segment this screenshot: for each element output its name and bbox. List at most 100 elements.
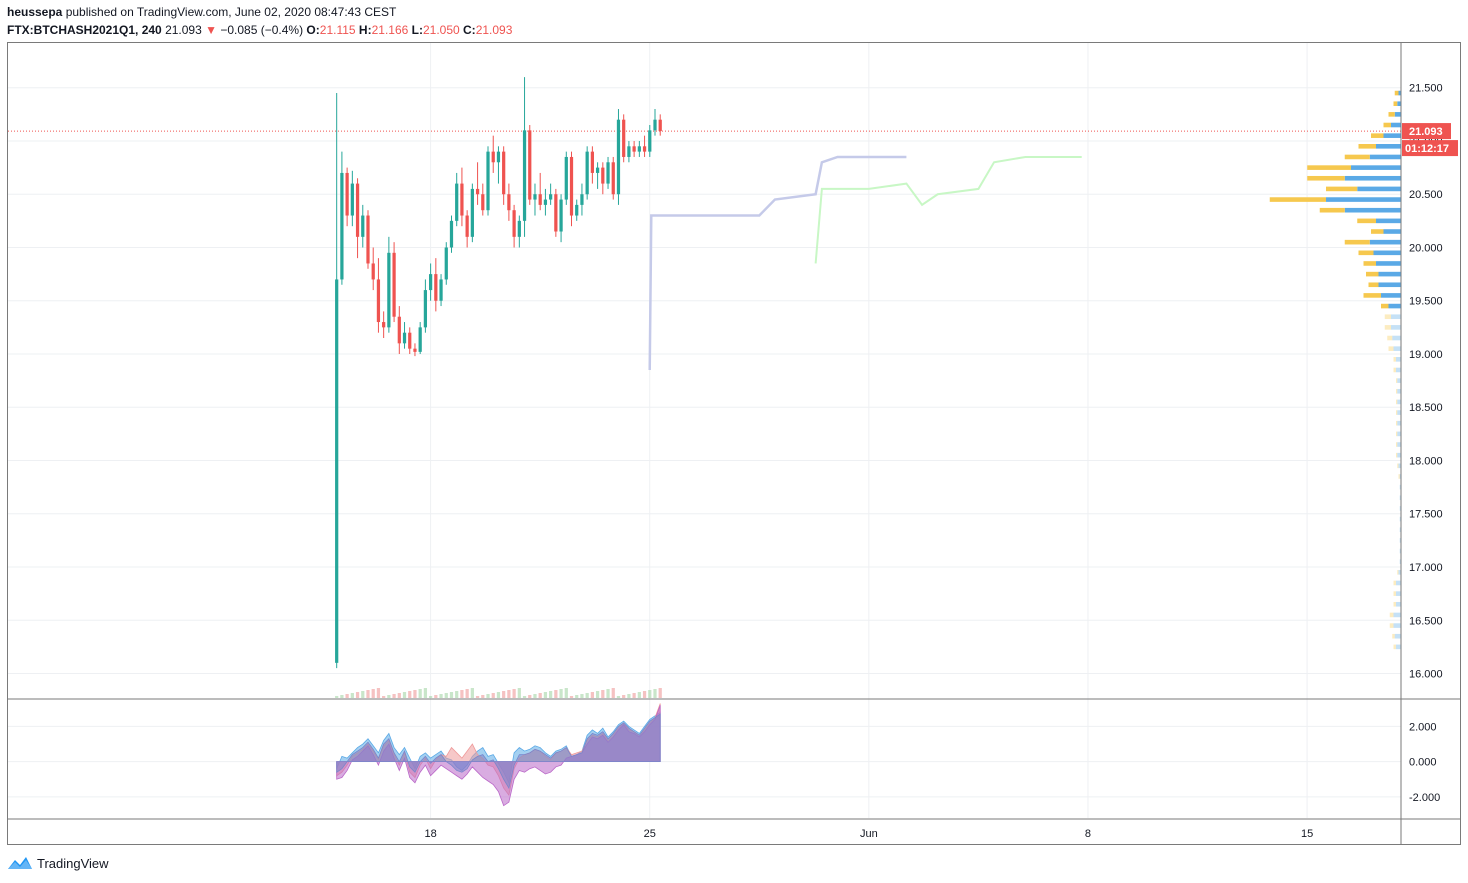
volume-bar: [439, 694, 443, 698]
volume-profile: [1269, 90, 1401, 650]
candle-body: [632, 146, 636, 152]
volume-bar: [496, 692, 501, 698]
volume-bar: [522, 696, 527, 698]
volume-profile-up-bar: [1357, 186, 1401, 192]
volume-profile-down-bar: [1307, 165, 1351, 170]
volume-profile-up-bar: [1378, 282, 1401, 288]
candle-body: [413, 348, 417, 352]
volume-profile-up-bar: [1344, 207, 1401, 213]
volume-bar: [543, 692, 548, 698]
candle-body: [648, 130, 652, 152]
volume-profile-up-bar: [1397, 378, 1401, 383]
projection-line: [814, 155, 1082, 264]
candle-body: [653, 119, 657, 131]
volume-bar: [533, 694, 537, 698]
symbol-name[interactable]: FTX:BTCHASH2021Q1, 240: [7, 23, 162, 37]
volume-profile-up-bar: [1394, 633, 1401, 639]
volume-profile-up-bar: [1369, 154, 1401, 160]
volume-bar: [595, 691, 600, 698]
vwap-line: [648, 155, 907, 370]
volume-bar: [455, 691, 459, 698]
volume-profile-up-bar: [1376, 218, 1401, 224]
volume-bar: [340, 695, 344, 698]
volume-bar: [402, 692, 407, 698]
volume-profile-up-bar: [1398, 570, 1401, 575]
price-tick-label: 18.000: [1409, 455, 1443, 467]
volume-profile-down-bar: [1396, 410, 1398, 415]
publisher-name[interactable]: heussepa: [7, 5, 63, 19]
candle-body: [590, 151, 594, 173]
volume-bar: [361, 691, 365, 698]
volume-bar: [637, 692, 641, 698]
volume-bar: [538, 693, 542, 698]
price-tick-label: 19.500: [1409, 296, 1443, 308]
volume-profile-up-bar: [1399, 559, 1401, 564]
volume-bar: [559, 689, 563, 698]
volume-profile-down-bar: [1307, 175, 1345, 181]
volume-bar: [601, 690, 605, 698]
time-tick-label: 15: [1301, 828, 1313, 840]
axes: 21.50021.00020.50020.00019.50019.00018.5…: [8, 43, 1461, 845]
candle-body: [397, 316, 401, 344]
candle-body: [622, 119, 626, 157]
candle-body: [564, 156, 568, 200]
candle-body: [517, 220, 521, 237]
volume-bar: [418, 689, 422, 698]
volume-bar: [392, 694, 396, 698]
volume-profile-down-bar: [1383, 122, 1391, 128]
volume-profile-down-bar: [1366, 271, 1379, 277]
volume-profile-down-bar: [1396, 431, 1398, 437]
volume-profile-down-bar: [1384, 314, 1391, 320]
volume-profile-down-bar: [1368, 282, 1379, 288]
volume-profile-up-bar: [1394, 112, 1401, 117]
volume-profile-up-bar: [1396, 580, 1401, 586]
candle-body: [475, 188, 480, 195]
volume-profile-up-bar: [1351, 165, 1401, 170]
price-tick-label: 17.500: [1409, 509, 1443, 521]
footer: TradingView: [7, 855, 109, 871]
volume-bar: [376, 688, 381, 698]
candle-body: [580, 194, 584, 205]
volume-bar: [627, 694, 631, 698]
volume-profile-down-bar: [1398, 474, 1400, 479]
volume-profile-down-bar: [1319, 207, 1345, 213]
tradingview-logo-icon[interactable]: [7, 855, 33, 871]
volume-bar: [460, 690, 464, 698]
countdown-badge: [1402, 140, 1458, 157]
candle-body: [549, 194, 553, 200]
last-price-label: 21.093: [1409, 126, 1443, 138]
volume-profile-down-bar: [1269, 197, 1326, 202]
oscillator-pane: [336, 703, 661, 807]
volume-bars: [335, 688, 662, 698]
volume-profile-up-bar: [1378, 271, 1401, 277]
oscillator-area: [336, 713, 661, 790]
candle-body: [382, 322, 386, 328]
volume-profile-down-bar: [1394, 90, 1399, 96]
price-tick-label: 16.000: [1409, 669, 1443, 681]
volume-profile-up-bar: [1344, 175, 1401, 181]
volume-profile-up-bar: [1396, 601, 1401, 607]
volume-profile-up-bar: [1397, 388, 1401, 394]
candle-body: [491, 151, 495, 163]
volume-bar: [658, 688, 662, 698]
volume-bar: [491, 693, 495, 698]
publish-info: heussepa published on TradingView.com, J…: [7, 5, 396, 19]
candle-body: [355, 183, 360, 237]
volume-bar: [423, 688, 428, 698]
volume-profile-down-bar: [1371, 133, 1384, 138]
indicator-lines: [8, 130, 1401, 370]
volume-bar: [345, 694, 349, 698]
volume-profile-down-bar: [1396, 442, 1398, 447]
volume-bar: [585, 693, 589, 698]
candle-body: [371, 263, 375, 280]
price-tick-label: 16.500: [1409, 615, 1443, 627]
candle-body: [340, 172, 344, 280]
volume-bar: [371, 689, 375, 698]
volume-profile-down-bar: [1371, 229, 1384, 234]
volume-bar: [397, 693, 401, 698]
volume-profile-up-bar: [1399, 484, 1401, 490]
candle-body: [455, 183, 459, 221]
tradingview-brand[interactable]: TradingView: [37, 855, 109, 871]
price-tick-label: 20.500: [1409, 189, 1443, 201]
